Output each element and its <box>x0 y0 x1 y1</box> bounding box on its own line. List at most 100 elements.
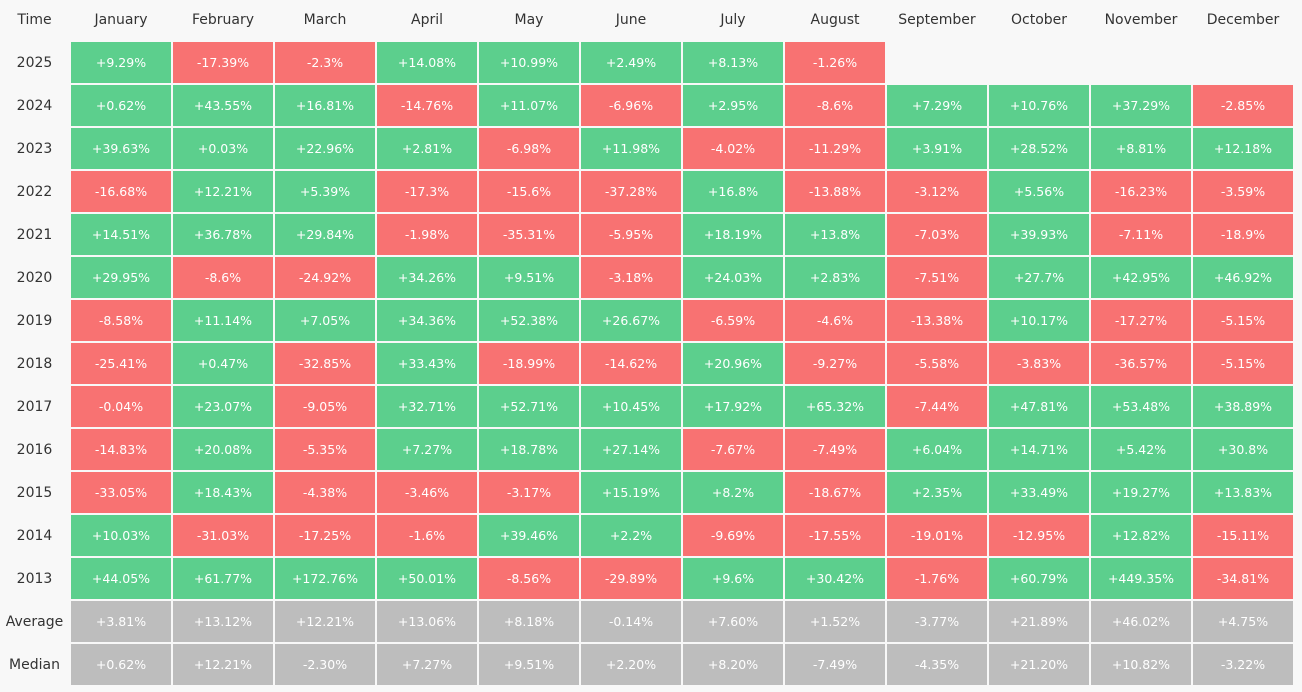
return-cell: -7.03% <box>887 214 987 255</box>
return-cell: -25.41% <box>71 343 171 384</box>
return-cell: +16.8% <box>683 171 783 212</box>
return-cell: -17.3% <box>377 171 477 212</box>
return-cell: +65.32% <box>785 386 885 427</box>
return-cell: -8.6% <box>785 85 885 126</box>
return-cell: +8.2% <box>683 472 783 513</box>
return-cell: +2.81% <box>377 128 477 169</box>
return-cell: +13.8% <box>785 214 885 255</box>
return-cell: -8.56% <box>479 558 579 599</box>
header-month: March <box>303 12 347 28</box>
return-cell: -8.58% <box>71 300 171 341</box>
return-cell: +33.43% <box>377 343 477 384</box>
return-cell: +39.93% <box>989 214 1089 255</box>
return-cell: -34.81% <box>1193 558 1293 599</box>
return-cell: +27.14% <box>581 429 681 470</box>
return-cell: +7.29% <box>887 85 987 126</box>
return-cell: -12.95% <box>989 515 1089 556</box>
summary-cell: -7.49% <box>785 644 885 685</box>
return-cell: +39.46% <box>479 515 579 556</box>
header-time: Time <box>17 12 52 28</box>
return-cell: +14.51% <box>71 214 171 255</box>
return-cell: +9.6% <box>683 558 783 599</box>
row-label: 2018 <box>16 355 53 372</box>
return-cell: -17.39% <box>173 42 273 83</box>
return-cell: -7.51% <box>887 257 987 298</box>
return-cell: -37.28% <box>581 171 681 212</box>
return-cell: +15.19% <box>581 472 681 513</box>
summary-cell: +46.02% <box>1091 601 1191 642</box>
return-cell: +9.51% <box>479 257 579 298</box>
return-cell: -5.58% <box>887 343 987 384</box>
summary-cell: +12.21% <box>173 644 273 685</box>
return-cell: +22.96% <box>275 128 375 169</box>
return-cell: +0.47% <box>173 343 273 384</box>
return-cell: +52.71% <box>479 386 579 427</box>
return-cell: -6.96% <box>581 85 681 126</box>
return-cell: +3.91% <box>887 128 987 169</box>
return-cell: -4.38% <box>275 472 375 513</box>
return-cell: -16.23% <box>1091 171 1191 212</box>
return-cell: -6.59% <box>683 300 783 341</box>
return-cell: +18.19% <box>683 214 783 255</box>
return-cell: +24.03% <box>683 257 783 298</box>
row-label: 2021 <box>16 226 53 243</box>
return-cell: -11.29% <box>785 128 885 169</box>
header-month: December <box>1206 12 1280 28</box>
return-cell: -6.98% <box>479 128 579 169</box>
return-cell: -5.15% <box>1193 300 1293 341</box>
header-month: April <box>411 12 443 28</box>
return-cell: -9.27% <box>785 343 885 384</box>
return-cell: -1.26% <box>785 42 885 83</box>
header-month: June <box>615 12 647 28</box>
summary-cell: -3.77% <box>887 601 987 642</box>
summary-cell: +2.20% <box>581 644 681 685</box>
return-cell: -19.01% <box>887 515 987 556</box>
row-label: 2016 <box>16 441 53 458</box>
return-cell: +34.26% <box>377 257 477 298</box>
header-month: May <box>514 12 544 28</box>
return-cell: +11.14% <box>173 300 273 341</box>
return-cell: -31.03% <box>173 515 273 556</box>
header-month: July <box>720 12 746 28</box>
return-cell: +38.89% <box>1193 386 1293 427</box>
header-month: January <box>94 12 148 28</box>
return-cell: +46.92% <box>1193 257 1293 298</box>
return-cell: +39.63% <box>71 128 171 169</box>
return-cell: -29.89% <box>581 558 681 599</box>
empty-cell <box>1091 42 1191 83</box>
return-cell: +17.92% <box>683 386 783 427</box>
return-cell: +10.03% <box>71 515 171 556</box>
return-cell: -1.98% <box>377 214 477 255</box>
return-cell: -4.02% <box>683 128 783 169</box>
return-cell: +11.07% <box>479 85 579 126</box>
summary-cell: +0.62% <box>71 644 171 685</box>
return-cell: -7.67% <box>683 429 783 470</box>
return-cell: -7.44% <box>887 386 987 427</box>
return-cell: -3.17% <box>479 472 579 513</box>
return-cell: -3.46% <box>377 472 477 513</box>
summary-cell: +12.21% <box>275 601 375 642</box>
summary-cell: +8.18% <box>479 601 579 642</box>
return-cell: -36.57% <box>1091 343 1191 384</box>
return-cell: +12.18% <box>1193 128 1293 169</box>
return-cell: +61.77% <box>173 558 273 599</box>
return-cell: +36.78% <box>173 214 273 255</box>
row-label: 2022 <box>16 183 53 200</box>
return-cell: +19.27% <box>1091 472 1191 513</box>
return-cell: +8.81% <box>1091 128 1191 169</box>
summary-cell: +9.51% <box>479 644 579 685</box>
summary-cell: +13.12% <box>173 601 273 642</box>
summary-cell: +7.27% <box>377 644 477 685</box>
row-label: 2025 <box>16 54 53 71</box>
return-cell: +42.95% <box>1091 257 1191 298</box>
row-label: 2014 <box>16 527 53 544</box>
return-cell: +27.7% <box>989 257 1089 298</box>
return-cell: +60.79% <box>989 558 1089 599</box>
return-cell: +0.62% <box>71 85 171 126</box>
return-cell: -17.55% <box>785 515 885 556</box>
return-cell: +43.55% <box>173 85 273 126</box>
return-cell: +7.05% <box>275 300 375 341</box>
return-cell: -2.3% <box>275 42 375 83</box>
return-cell: -18.99% <box>479 343 579 384</box>
